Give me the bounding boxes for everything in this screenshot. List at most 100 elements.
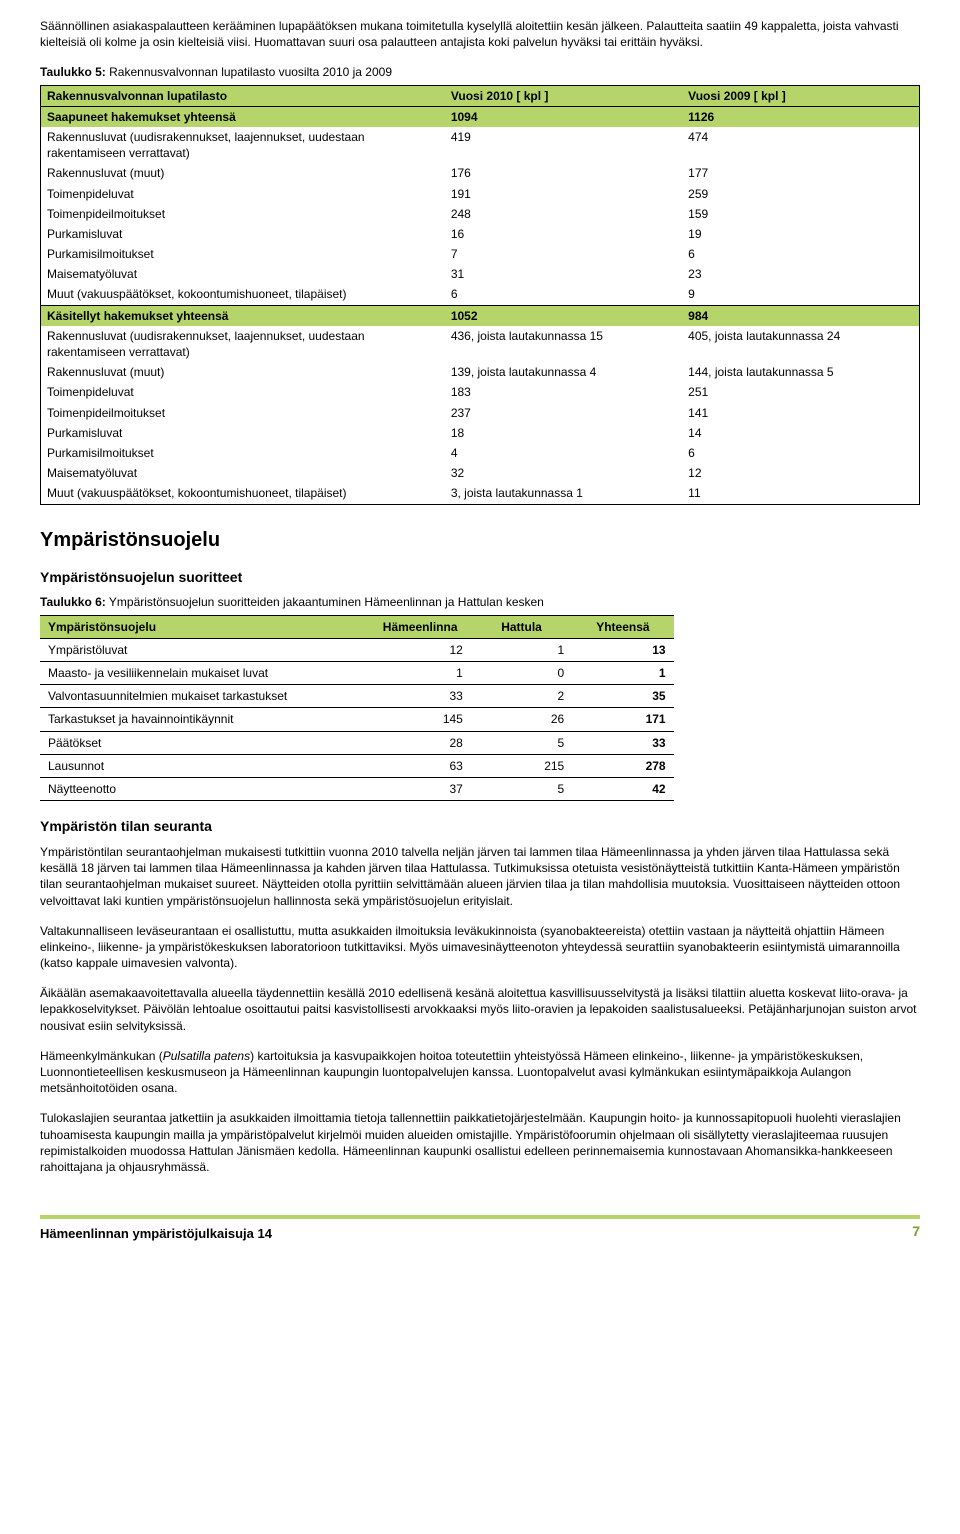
cell: 33 [369,685,470,708]
cell: 12 [682,463,919,483]
table6-col-3: Yhteensä [572,615,673,638]
cell: 171 [572,708,673,731]
table5-col-1: Vuosi 2010 [ kpl ] [445,85,682,106]
cell: 419 [445,127,682,163]
table-row: Tarkastukset ja havainnointikäynnit14526… [40,708,674,731]
cell: 177 [682,163,919,183]
cell: Purkamisluvat [41,423,445,443]
cell: 37 [369,777,470,800]
paragraph-m5: Tulokaslajien seurantaa jatkettiin ja as… [40,1110,920,1175]
cell: Päätökset [40,731,369,754]
cell: 32 [445,463,682,483]
cell: 3, joista lautakunnassa 1 [445,483,682,504]
table-row: Toimenpideilmoitukset237141 [41,403,920,423]
table6-caption-text: Ympäristönsuojelun suoritteiden jakaantu… [106,595,544,609]
cell: 159 [682,204,919,224]
cell: 4 [445,443,682,463]
cell: 11 [682,483,919,504]
p4-italic: Pulsatilla patens [163,1049,250,1063]
paragraph-intro: Säännöllinen asiakaspalautteen keräämine… [40,18,920,50]
cell: 6 [682,443,919,463]
paragraph-m4: Hämeenkylmänkukan (Pulsatilla patens) ka… [40,1048,920,1097]
cell: 26 [471,708,572,731]
cell: Saapuneet hakemukset yhteensä [41,106,445,127]
table-row: Maisematyöluvat3212 [41,463,920,483]
cell: 1052 [445,305,682,326]
cell: 33 [572,731,673,754]
cell: 14 [682,423,919,443]
cell: 1 [572,661,673,684]
cell: Rakennusluvat (muut) [41,163,445,183]
cell: Maisematyöluvat [41,264,445,284]
cell: 474 [682,127,919,163]
footer-page: 7 [896,1222,920,1241]
table6-col-1: Hämeenlinna [369,615,470,638]
cell: Purkamisilmoitukset [41,443,445,463]
table-row: Maisematyöluvat3123 [41,264,920,284]
cell: Maisematyöluvat [41,463,445,483]
cell: 16 [445,224,682,244]
cell: 1 [369,661,470,684]
cell: 12 [369,638,470,661]
cell: 176 [445,163,682,183]
cell: 1094 [445,106,682,127]
table-row: Purkamisilmoitukset46 [41,443,920,463]
paragraph-m2: Valtakunnalliseen leväseurantaan ei osal… [40,923,920,972]
cell: 6 [682,244,919,264]
cell: 237 [445,403,682,423]
table5-caption-label: Taulukko 5: [40,65,106,79]
cell: 278 [572,754,673,777]
table6: Ympäristönsuojelu Hämeenlinna Hattula Yh… [40,615,674,802]
cell: 215 [471,754,572,777]
table5-col-0: Rakennusvalvonnan lupatilasto [41,85,445,106]
table-row: Toimenpideluvat183251 [41,382,920,402]
table-row: Toimenpideluvat191259 [41,184,920,204]
cell: Tarkastukset ja havainnointikäynnit [40,708,369,731]
cell: 405, joista lautakunnassa 24 [682,326,919,362]
cell: 0 [471,661,572,684]
subheading-seuranta: Ympäristön tilan seuranta [40,817,920,836]
cell: 1126 [682,106,919,127]
cell: 1 [471,638,572,661]
subheading-suoritteet: Ympäristönsuojelun suoritteet [40,568,920,587]
table-row: Purkamisluvat1619 [41,224,920,244]
cell: 13 [572,638,673,661]
table-row: Toimenpideilmoitukset248159 [41,204,920,224]
table-row: Valvontasuunnitelmien mukaiset tarkastuk… [40,685,674,708]
cell: 19 [682,224,919,244]
table-row: Maasto- ja vesiliikennelain mukaiset luv… [40,661,674,684]
footer: Hämeenlinnan ympäristöjulkaisuja 14 7 [40,1215,920,1243]
table-row: Näytteenotto37542 [40,777,674,800]
cell: Muut (vakuuspäätökset, kokoontumishuonee… [41,284,445,305]
table5-header-row: Rakennusvalvonnan lupatilasto Vuosi 2010… [41,85,920,106]
cell: 18 [445,423,682,443]
cell: 251 [682,382,919,402]
cell: 31 [445,264,682,284]
table-row: Rakennusluvat (muut)176177 [41,163,920,183]
table-row: Muut (vakuuspäätökset, kokoontumishuonee… [41,483,920,504]
cell: 42 [572,777,673,800]
table6-col-2: Hattula [471,615,572,638]
cell: Käsitellyt hakemukset yhteensä [41,305,445,326]
cell: 984 [682,305,919,326]
footer-bar [40,1215,920,1219]
table6-header-row: Ympäristönsuojelu Hämeenlinna Hattula Yh… [40,615,674,638]
table-row: Ympäristöluvat12113 [40,638,674,661]
cell: Toimenpideilmoitukset [41,403,445,423]
cell: 23 [682,264,919,284]
cell: 9 [682,284,919,305]
table5-caption: Taulukko 5: Rakennusvalvonnan lupatilast… [40,64,920,80]
cell: 248 [445,204,682,224]
cell: 139, joista lautakunnassa 4 [445,362,682,382]
cell: 183 [445,382,682,402]
cell: 63 [369,754,470,777]
table5: Rakennusvalvonnan lupatilasto Vuosi 2010… [40,85,920,505]
cell: 141 [682,403,919,423]
cell: 5 [471,777,572,800]
cell: Toimenpideluvat [41,184,445,204]
cell: 436, joista lautakunnassa 15 [445,326,682,362]
cell: Rakennusluvat (uudisrakennukset, laajenn… [41,326,445,362]
cell: 145 [369,708,470,731]
cell: Muut (vakuuspäätökset, kokoontumishuonee… [41,483,445,504]
cell: 35 [572,685,673,708]
